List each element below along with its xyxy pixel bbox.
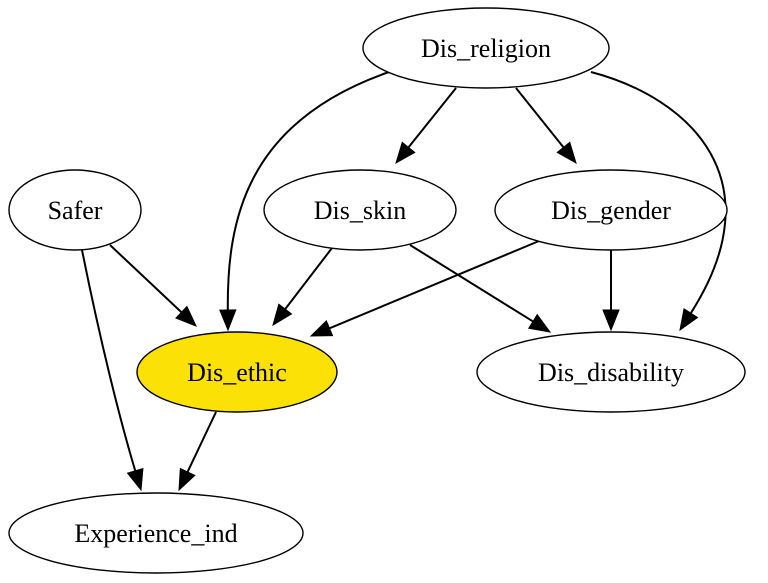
edge-line (186, 411, 217, 473)
node-label: Safer (48, 196, 103, 225)
node-label: Dis_gender (551, 196, 671, 225)
node-experience-ind: Experience_ind (8, 492, 304, 574)
node-label: Dis_religion (421, 34, 551, 63)
edge-line (409, 244, 534, 323)
node-label: Dis_skin (314, 196, 406, 225)
edges-layer (81, 71, 727, 492)
edge-line (329, 240, 540, 330)
edge-dis-religion-to-dis-disability (590, 71, 727, 332)
node-ellipse (136, 331, 338, 413)
edge-line (81, 249, 137, 472)
edge-line (407, 87, 457, 149)
arrowhead (272, 303, 293, 327)
edge-line (109, 244, 183, 314)
arrowhead (556, 141, 577, 165)
edge-safer-to-experience-ind (81, 249, 144, 492)
node-dis-religion: Dis_religion (362, 7, 610, 89)
nodes-layer: Dis_religion Safer Dis_skin Dis_gender Dis_e… (8, 7, 746, 574)
arrowhead (175, 305, 197, 327)
node-dis-skin: Dis_skin (263, 169, 457, 251)
edge-dis-gender-to-dis-disability (602, 250, 620, 332)
edge-line (515, 87, 565, 149)
node-dis-ethic: Dis_ethic (136, 331, 338, 413)
node-ellipse (8, 492, 304, 574)
edge-dis-religion-to-dis-gender (515, 87, 577, 165)
edge-line (226, 71, 390, 311)
edge-line (284, 247, 333, 310)
node-ellipse (263, 169, 457, 251)
node-safer: Safer (8, 169, 142, 251)
node-dis-gender: Dis_gender (494, 169, 728, 251)
arrowhead (602, 309, 620, 332)
node-ellipse (8, 169, 142, 251)
edge-dis-skin-to-dis-disability (409, 244, 552, 333)
edge-dis-religion-to-dis-skin (395, 87, 457, 165)
node-ellipse (476, 331, 746, 413)
arrowhead (178, 467, 196, 492)
node-label: Dis_disability (538, 358, 684, 387)
node-ellipse (494, 169, 728, 251)
arrowhead (527, 313, 552, 333)
node-label: Dis_ethic (187, 358, 287, 387)
arrowhead (309, 320, 334, 337)
arrowhead (126, 467, 144, 492)
edge-line (590, 71, 727, 314)
edge-dis-ethic-to-experience-ind (178, 411, 217, 492)
arrowhead (395, 141, 416, 165)
edge-dis-religion-to-dis-ethic (219, 71, 390, 332)
node-label: Experience_ind (74, 519, 237, 548)
edge-dis-skin-to-dis-ethic (272, 247, 333, 327)
node-ellipse (362, 7, 610, 89)
arrowhead (679, 308, 699, 332)
node-dis-disability: Dis_disability (476, 331, 746, 413)
arrowhead (219, 309, 237, 332)
edge-safer-to-dis-ethic (109, 244, 197, 327)
edge-dis-gender-to-dis-ethic (309, 240, 540, 337)
